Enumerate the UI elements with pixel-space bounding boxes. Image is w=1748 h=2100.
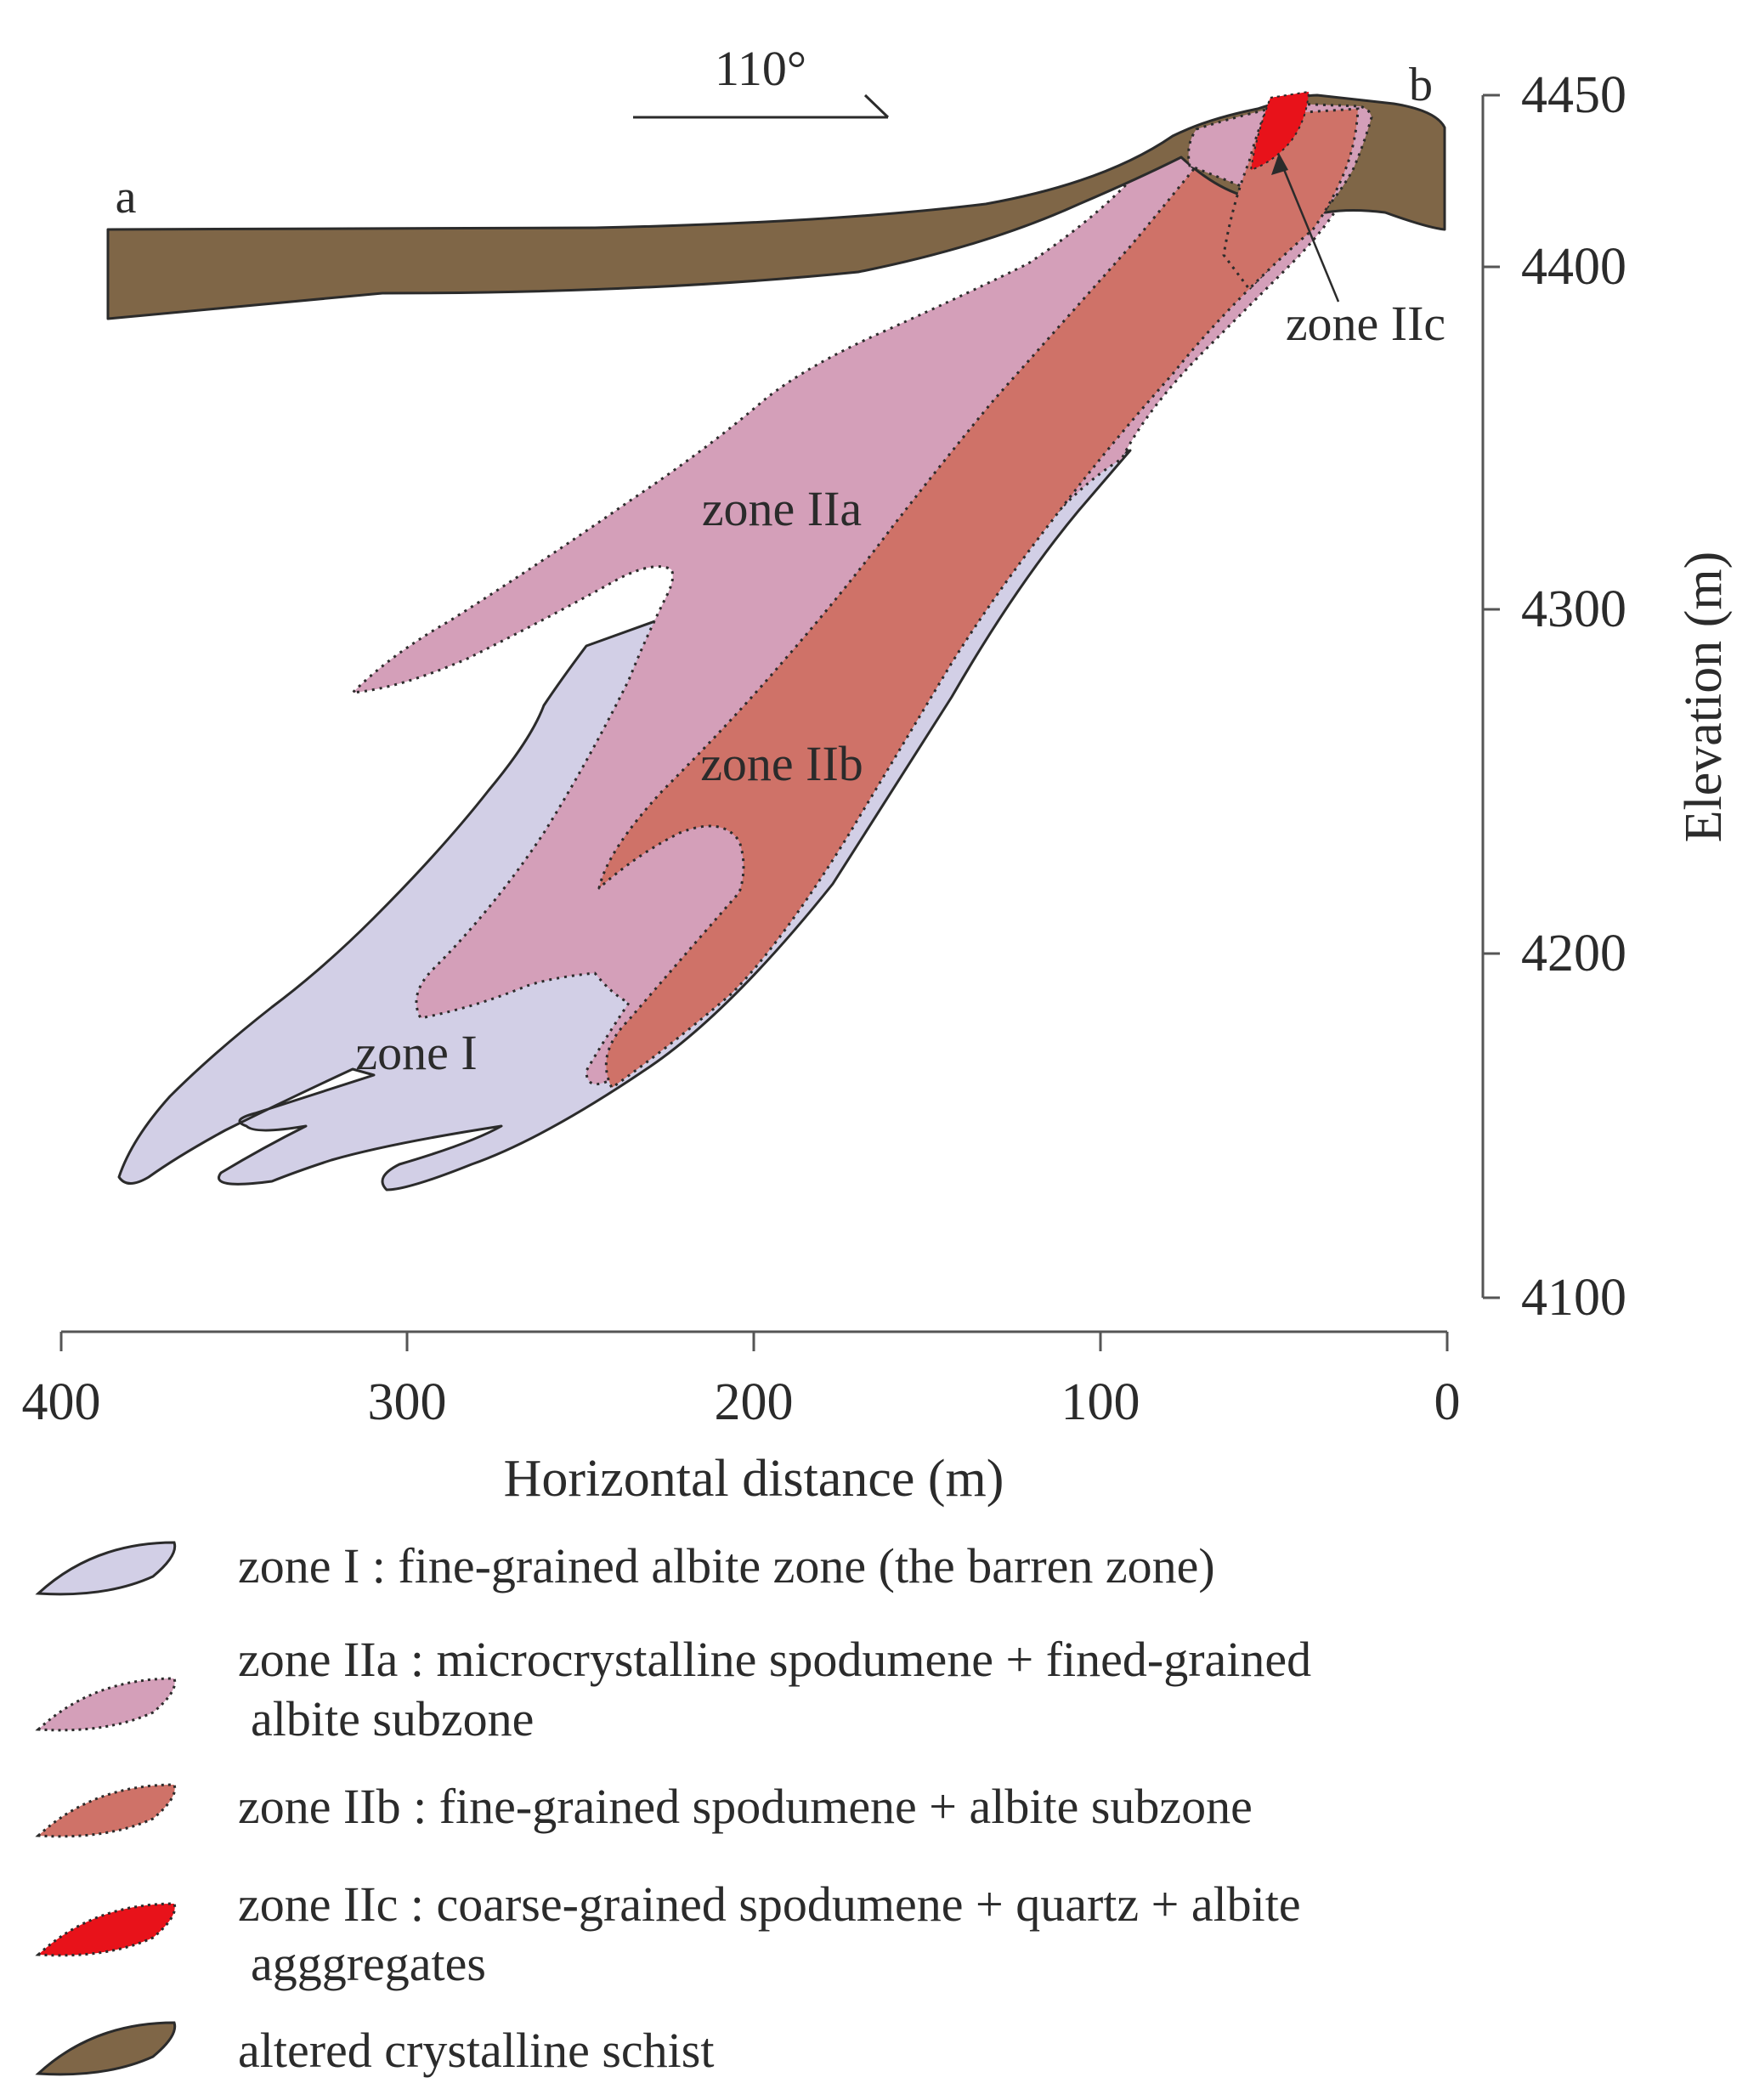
zone-2b-label: zone IIb [700,736,863,791]
legend-swatch-zone-2b [35,1783,177,1838]
elevation-axis: 4450 4400 4300 4200 4100 Elevation (m) [1481,66,1733,1327]
schist-layer [106,93,1446,320]
legend-label-zone-2c-line-2: agggregates [251,1936,486,1991]
zone-2c-leader-line [1277,156,1340,303]
distance-axis: 400 300 200 100 0 Horizontal distance (m… [22,1330,1461,1508]
zone-2c-arrowhead-icon [1271,153,1288,175]
zone-2a-label: zone IIa [702,481,862,536]
direction-arrowhead-icon [863,93,890,119]
elevation-axis-title: Elevation (m) [1675,552,1733,843]
point-b-label: b [1409,59,1433,111]
legend: zone I : fine-grained albite zone (the b… [35,1538,1311,2078]
legend-swatch-zone-2c [35,1902,177,1957]
legend-swatch-zone-1 [35,1541,177,1596]
zone-1-label: zone I [355,1025,477,1080]
legend-label-zone-2a-line-2: albite subzone [251,1691,534,1746]
elevation-tick-label: 4100 [1521,1269,1626,1327]
legend-swatch-schist [35,2021,177,2076]
legend-label-zone-1: zone I : fine-grained albite zone (the b… [238,1538,1215,1593]
distance-tick-label: 200 [715,1373,794,1431]
elevation-tick-label: 4200 [1521,925,1626,982]
distance-tick-label: 300 [368,1373,447,1431]
direction-indicator: 110° [633,41,890,119]
legend-label-zone-2c-line-1: zone IIc : coarse-grained spodumene + qu… [238,1876,1301,1932]
elevation-tick-label: 4300 [1521,580,1626,638]
direction-label: 110° [715,41,806,96]
legend-swatch-zone-2a [35,1677,177,1732]
distance-tick-label: 400 [22,1373,101,1431]
elevation-tick-label: 4450 [1521,66,1626,124]
point-a-label: a [116,171,137,224]
cross-section [106,91,1446,1192]
legend-label-zone-2b: zone IIb : fine-grained spodumene + albi… [238,1779,1253,1834]
distance-tick-label: 0 [1434,1373,1461,1431]
zone-labels: zone I zone IIa zone IIb zone IIc [355,153,1445,1080]
zone-2b-body [597,105,1361,1090]
distance-tick-label: 100 [1061,1373,1140,1431]
elevation-tick-label: 4400 [1521,238,1626,296]
legend-label-schist: altered crystalline schist [238,2023,714,2078]
distance-axis-title: Horizontal distance (m) [504,1450,1004,1508]
zone-2c-label: zone IIc [1286,296,1445,351]
legend-label-zone-2a-line-1: zone IIa : microcrystalline spodumene + … [238,1632,1311,1687]
